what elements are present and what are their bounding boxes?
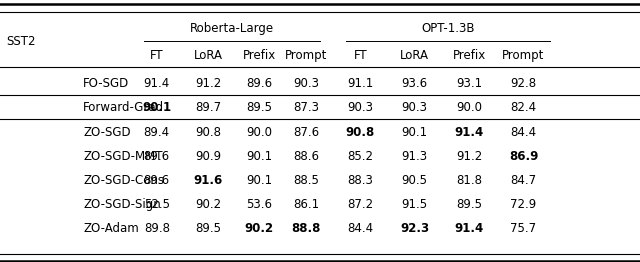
Text: 91.6: 91.6 xyxy=(193,174,223,187)
Text: 90.1: 90.1 xyxy=(142,101,172,114)
Text: 92.3: 92.3 xyxy=(400,222,429,235)
Text: 86.1: 86.1 xyxy=(293,198,319,211)
Text: 84.7: 84.7 xyxy=(511,174,536,187)
Text: 84.4: 84.4 xyxy=(511,125,536,139)
Text: 90.5: 90.5 xyxy=(402,174,428,187)
Text: 90.0: 90.0 xyxy=(456,101,482,114)
Text: 90.8: 90.8 xyxy=(195,125,221,139)
Text: 91.4: 91.4 xyxy=(143,77,170,90)
Text: 91.3: 91.3 xyxy=(402,150,428,163)
Text: ZO-SGD-MMT: ZO-SGD-MMT xyxy=(83,150,163,163)
Text: Prefix: Prefix xyxy=(243,48,276,62)
Text: 53.6: 53.6 xyxy=(246,198,272,211)
Text: 85.2: 85.2 xyxy=(348,150,373,163)
Text: 90.0: 90.0 xyxy=(246,125,272,139)
Text: 88.5: 88.5 xyxy=(293,174,319,187)
Text: 91.5: 91.5 xyxy=(402,198,428,211)
Text: 90.8: 90.8 xyxy=(346,125,375,139)
Text: FO-SGD: FO-SGD xyxy=(83,77,129,90)
Text: 89.5: 89.5 xyxy=(195,222,221,235)
Text: ZO-SGD-Cons: ZO-SGD-Cons xyxy=(83,174,164,187)
Text: 89.4: 89.4 xyxy=(144,125,170,139)
Text: 91.1: 91.1 xyxy=(347,77,374,90)
Text: 87.3: 87.3 xyxy=(293,101,319,114)
Text: 88.3: 88.3 xyxy=(348,174,373,187)
Text: ZO-SGD-Sign: ZO-SGD-Sign xyxy=(83,198,161,211)
Text: FT: FT xyxy=(353,48,367,62)
Text: 90.3: 90.3 xyxy=(402,101,428,114)
Text: 89.7: 89.7 xyxy=(195,101,221,114)
Text: ZO-SGD: ZO-SGD xyxy=(83,125,131,139)
Text: 89.6: 89.6 xyxy=(144,174,170,187)
Text: 88.8: 88.8 xyxy=(291,222,321,235)
Text: Prompt: Prompt xyxy=(502,48,545,62)
Text: 90.9: 90.9 xyxy=(195,150,221,163)
Text: 90.2: 90.2 xyxy=(244,222,274,235)
Text: Prompt: Prompt xyxy=(285,48,327,62)
Text: 92.8: 92.8 xyxy=(511,77,536,90)
Text: LoRA: LoRA xyxy=(400,48,429,62)
Text: SST2: SST2 xyxy=(6,35,36,48)
Text: FT: FT xyxy=(150,48,164,62)
Text: 86.9: 86.9 xyxy=(509,150,538,163)
Text: 87.2: 87.2 xyxy=(348,198,373,211)
Text: 52.5: 52.5 xyxy=(144,198,170,211)
Text: 89.5: 89.5 xyxy=(246,101,272,114)
Text: 72.9: 72.9 xyxy=(510,198,537,211)
Text: 81.8: 81.8 xyxy=(456,174,482,187)
Text: 93.1: 93.1 xyxy=(456,77,482,90)
Text: 91.2: 91.2 xyxy=(195,77,221,90)
Text: 84.4: 84.4 xyxy=(348,222,373,235)
Text: ZO-Adam: ZO-Adam xyxy=(83,222,139,235)
Text: Forward-Grad: Forward-Grad xyxy=(83,101,164,114)
Text: 90.3: 90.3 xyxy=(293,77,319,90)
Text: 93.6: 93.6 xyxy=(402,77,428,90)
Text: LoRA: LoRA xyxy=(193,48,223,62)
Text: 90.2: 90.2 xyxy=(195,198,221,211)
Text: 87.6: 87.6 xyxy=(293,125,319,139)
Text: Roberta-Large: Roberta-Large xyxy=(190,22,274,35)
Text: 90.1: 90.1 xyxy=(402,125,428,139)
Text: 91.4: 91.4 xyxy=(454,222,484,235)
Text: 89.5: 89.5 xyxy=(456,198,482,211)
Text: 90.1: 90.1 xyxy=(246,174,272,187)
Text: 90.1: 90.1 xyxy=(246,150,272,163)
Text: 91.2: 91.2 xyxy=(456,150,483,163)
Text: 89.8: 89.8 xyxy=(144,222,170,235)
Text: 90.3: 90.3 xyxy=(348,101,373,114)
Text: 91.4: 91.4 xyxy=(454,125,484,139)
Text: 75.7: 75.7 xyxy=(511,222,536,235)
Text: Prefix: Prefix xyxy=(452,48,486,62)
Text: OPT-1.3B: OPT-1.3B xyxy=(421,22,475,35)
Text: 89.6: 89.6 xyxy=(144,150,170,163)
Text: 82.4: 82.4 xyxy=(511,101,536,114)
Text: 89.6: 89.6 xyxy=(246,77,272,90)
Text: 88.6: 88.6 xyxy=(293,150,319,163)
